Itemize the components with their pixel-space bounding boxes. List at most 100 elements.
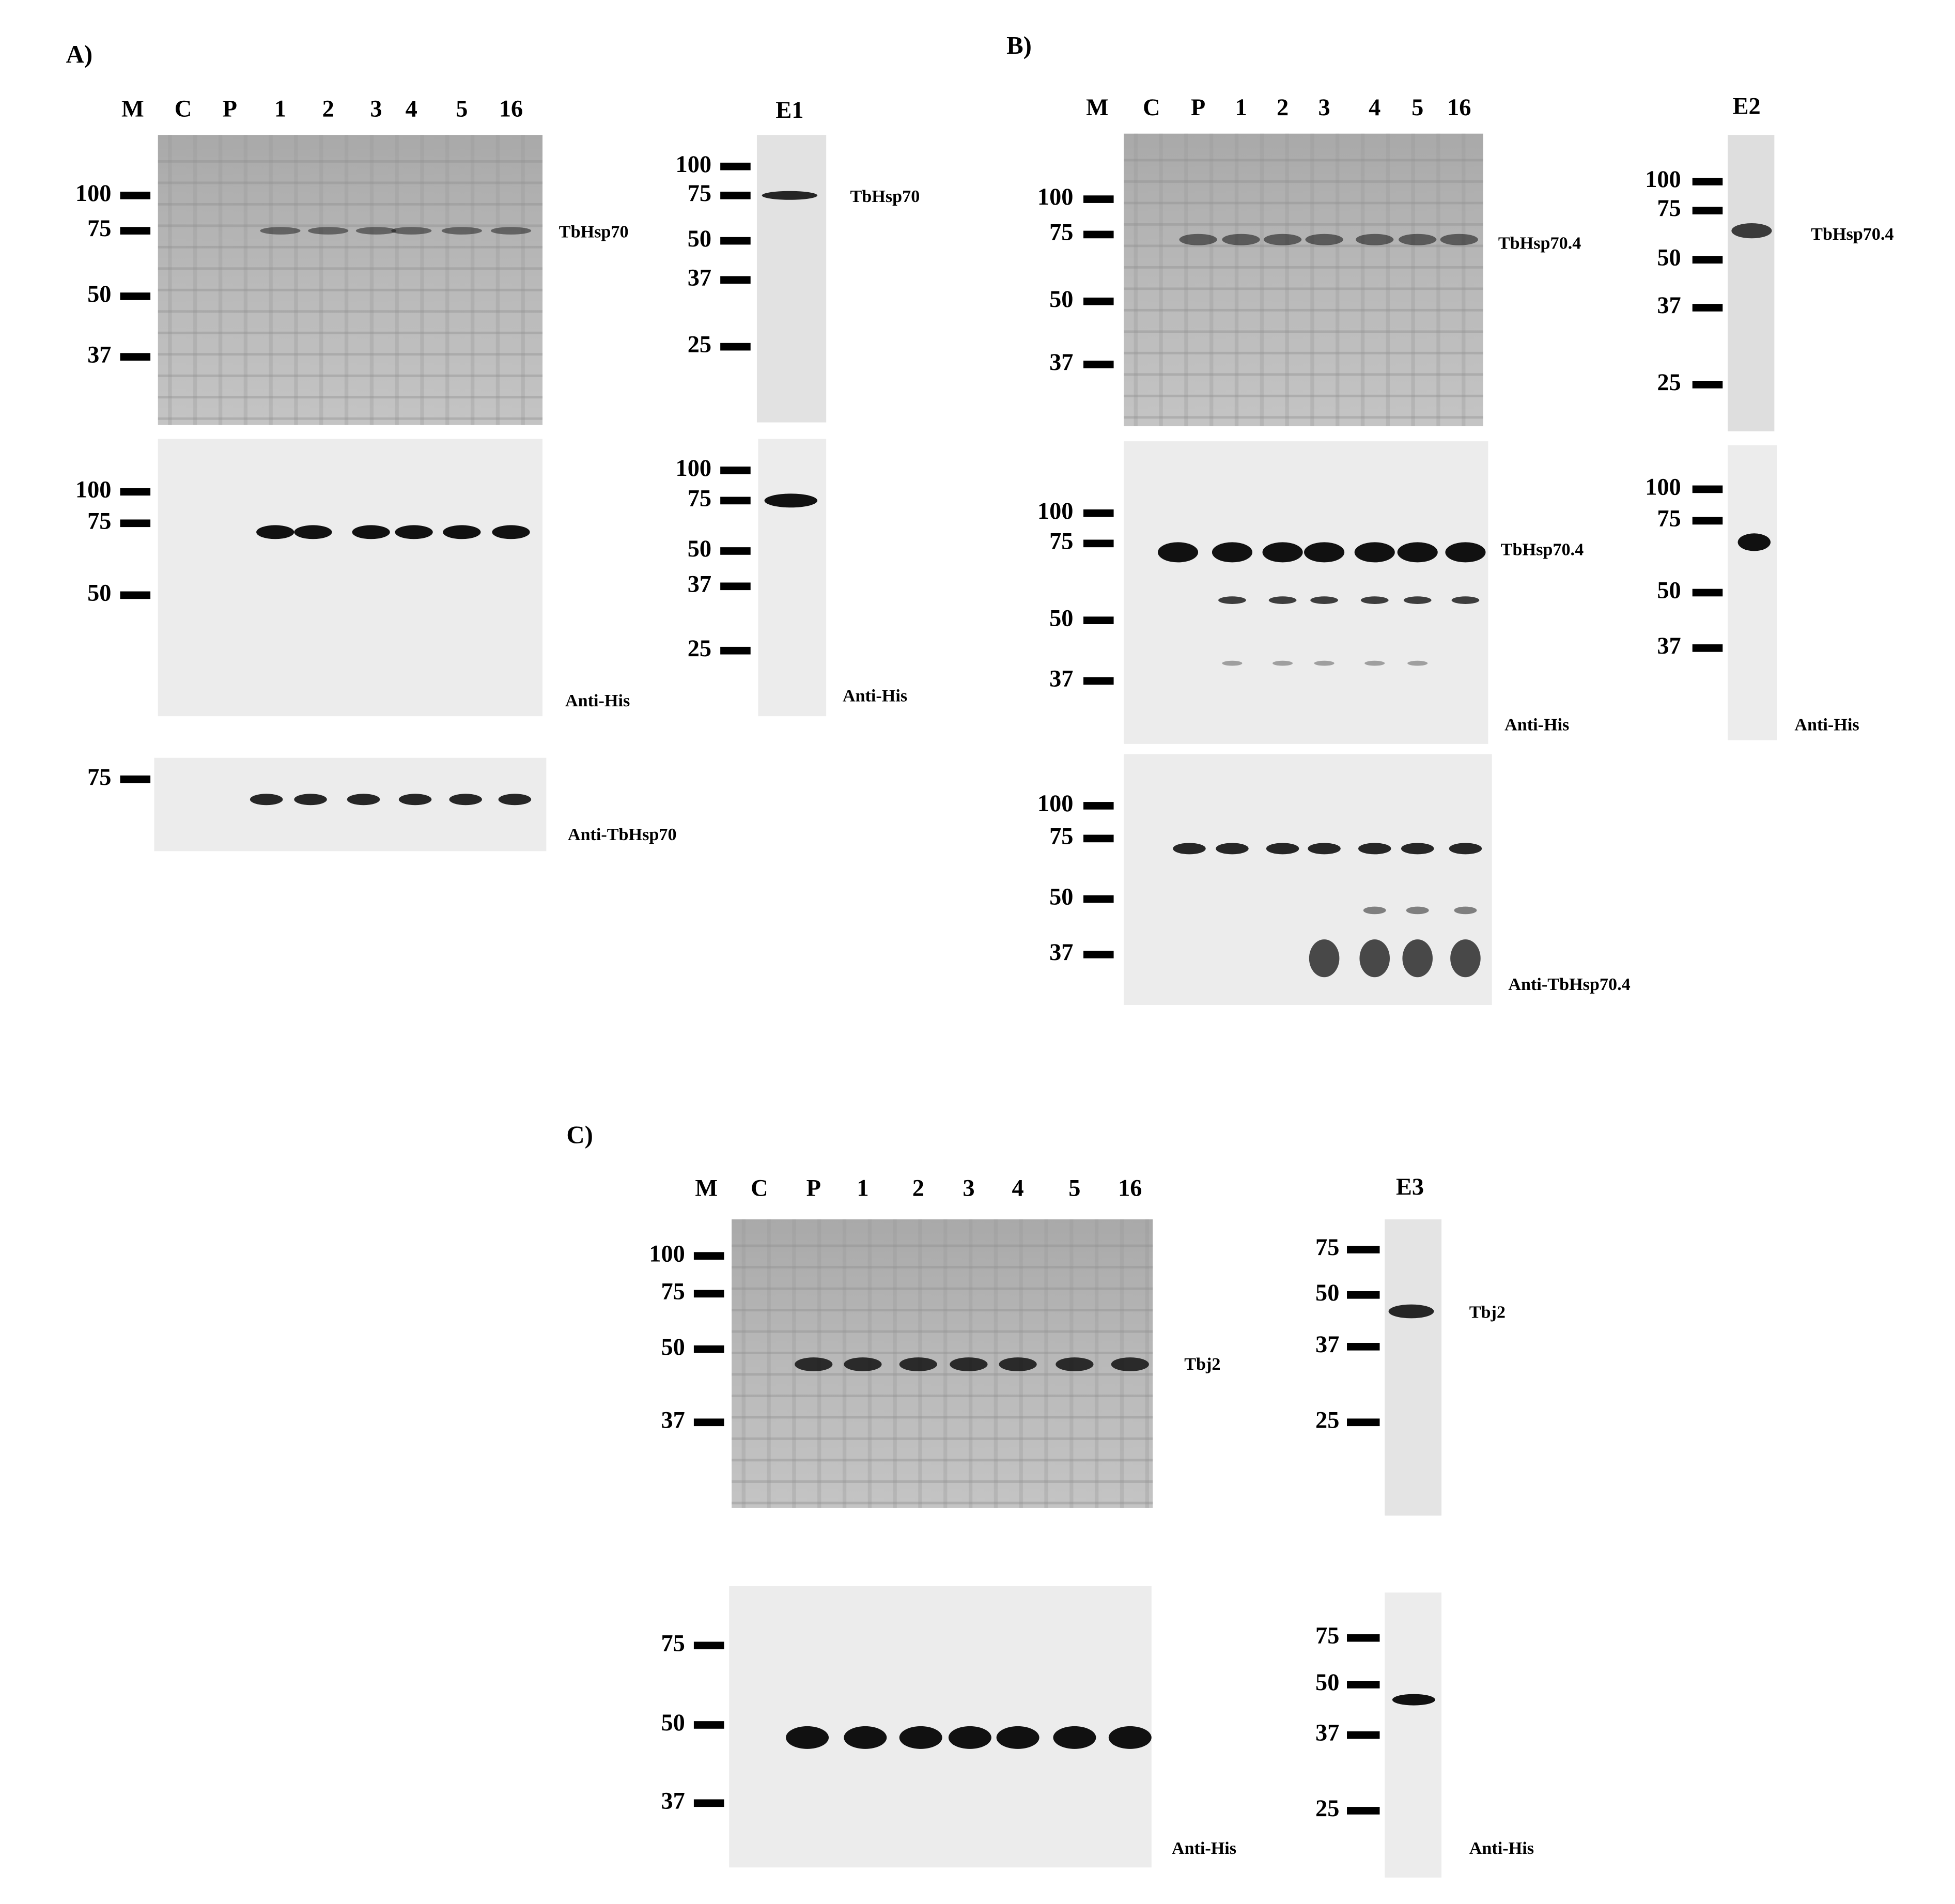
lane-label: 16 — [499, 96, 523, 122]
gel-stain-band — [1124, 373, 1483, 376]
marker-label: 100 — [1645, 166, 1681, 193]
gel-lane-streak — [344, 135, 349, 425]
marker-tick — [1347, 1731, 1380, 1739]
panel-label: B) — [1006, 32, 1032, 59]
marker-label: 25 — [688, 332, 711, 358]
marker-tick — [1083, 834, 1114, 843]
protein-band — [443, 525, 481, 539]
blot-label: Tbj2 — [1469, 1303, 1506, 1322]
gel-stain-band — [732, 1501, 1153, 1505]
marker-tick — [120, 488, 151, 496]
blot-label: TbHsp70.4 — [1811, 225, 1894, 244]
marker-label: 75 — [1049, 528, 1073, 554]
lane-label: C — [1143, 95, 1160, 121]
gel-stain-band — [1124, 394, 1483, 397]
protein-band — [355, 227, 396, 235]
marker-label: 50 — [87, 580, 111, 607]
gel-stain-band — [158, 353, 543, 356]
gel-stain-band — [158, 160, 543, 163]
gel-stain-band — [1124, 308, 1483, 312]
lane-label: 16 — [1447, 95, 1471, 121]
marker-label: 50 — [87, 281, 111, 307]
blot-label: TbHsp70 — [559, 222, 629, 241]
lane-label: 2 — [912, 1175, 924, 1201]
blot-label: Anti-His — [565, 691, 630, 710]
protein-band — [352, 525, 390, 539]
marker-label: 100 — [1037, 184, 1074, 210]
protein-band — [996, 1726, 1039, 1749]
lane-label: 3 — [963, 1175, 974, 1201]
protein-band — [1450, 939, 1481, 978]
marker-tick — [1347, 1634, 1380, 1642]
blot-label: Anti-His — [1469, 1839, 1534, 1858]
gel-stain-band — [732, 1330, 1153, 1333]
marker-tick — [1083, 195, 1114, 203]
marker-label: 75 — [661, 1278, 685, 1305]
gel-lane-streak — [1285, 133, 1289, 426]
protein-band — [786, 1726, 829, 1749]
gel-lane-streak — [269, 135, 273, 425]
blot-membrane — [729, 1586, 1152, 1868]
protein-band — [1056, 1357, 1094, 1371]
marker-tick — [693, 1799, 724, 1807]
protein-band — [260, 227, 301, 235]
gel-lane-streak — [767, 1219, 771, 1508]
gel-lane-streak — [1310, 133, 1314, 426]
marker-tick — [1083, 616, 1114, 624]
protein-band — [1179, 234, 1217, 245]
blot-label: Anti-His — [1504, 716, 1569, 735]
protein-band — [498, 794, 532, 806]
gel-stain-band — [732, 1437, 1153, 1440]
blot-membrane — [158, 439, 543, 717]
gel-stain-band — [1124, 266, 1483, 269]
marker-tick — [120, 227, 151, 235]
protein-band — [398, 794, 432, 806]
gel-stain-band — [1124, 351, 1483, 354]
marker-label: 50 — [1657, 578, 1681, 604]
protein-band — [1363, 906, 1386, 915]
marker-tick — [120, 519, 151, 528]
gel-lane-streak — [1386, 133, 1390, 426]
gel-stain-band — [158, 245, 543, 249]
protein-band — [294, 794, 327, 806]
protein-band — [1397, 542, 1438, 563]
blot-label: TbHsp70.4 — [1501, 540, 1584, 559]
marker-label: 75 — [1049, 824, 1073, 850]
gel-stain-band — [158, 331, 543, 334]
marker-tick — [1692, 304, 1723, 312]
marker-label: 25 — [1657, 369, 1681, 396]
blot-membrane — [1124, 754, 1492, 1005]
blot-membrane — [1124, 133, 1483, 426]
gel-stain-band — [1124, 180, 1483, 183]
marker-label: 75 — [688, 180, 711, 207]
protein-band — [1454, 906, 1477, 915]
protein-band — [1157, 542, 1199, 563]
marker-label: 75 — [1657, 195, 1681, 222]
protein-band — [1737, 533, 1771, 551]
gel-lane-streak — [294, 135, 298, 425]
marker-tick — [1692, 256, 1723, 264]
marker-label: 100 — [676, 151, 712, 178]
marker-label: 50 — [1049, 884, 1073, 910]
protein-band — [1440, 234, 1478, 245]
marker-label: 37 — [1657, 292, 1681, 319]
marker-label: 100 — [1645, 474, 1681, 501]
marker-tick — [1083, 360, 1114, 368]
marker-label: 75 — [688, 485, 711, 512]
protein-band — [1388, 1304, 1434, 1319]
protein-band — [449, 794, 482, 806]
gel-stain-band — [158, 374, 543, 377]
protein-band — [1314, 660, 1335, 666]
marker-label: 50 — [688, 536, 711, 562]
marker-tick — [120, 775, 151, 783]
protein-band — [347, 794, 380, 806]
marker-label: 25 — [1315, 1407, 1339, 1433]
protein-band — [1310, 596, 1338, 604]
marker-tick — [120, 353, 151, 361]
panel-label: A) — [66, 40, 93, 68]
marker-tick — [1692, 178, 1723, 185]
protein-band — [1111, 1357, 1149, 1371]
marker-label: 37 — [1657, 633, 1681, 659]
marker-tick — [693, 1345, 724, 1353]
marker-label: 100 — [1037, 791, 1074, 817]
